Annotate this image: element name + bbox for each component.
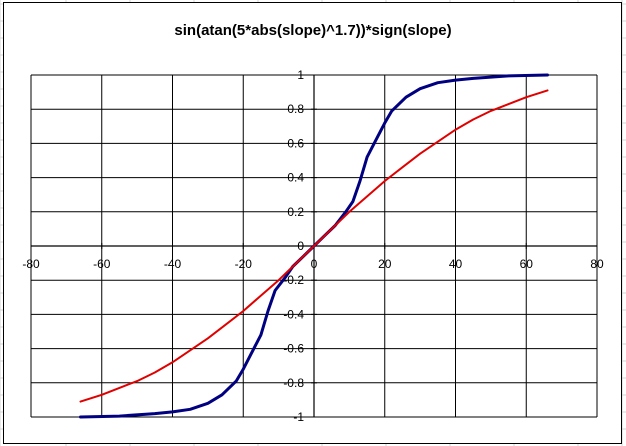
series-lines xyxy=(79,73,549,419)
y-tick-label: 0.8 xyxy=(287,102,304,116)
y-tick-label: 0 xyxy=(297,239,304,253)
y-tick-label: -0.2 xyxy=(283,273,304,287)
y-tick-label: 0.6 xyxy=(287,136,304,150)
y-tick-label: 0.4 xyxy=(287,171,304,185)
series-line-2 xyxy=(79,89,549,403)
x-tick-label: 40 xyxy=(449,257,463,271)
x-tick-label: 20 xyxy=(378,257,392,271)
x-tick-label: -40 xyxy=(164,257,182,271)
y-tick-label: 1 xyxy=(297,68,304,82)
y-tick-labels: 1 0.8 0.6 0.4 0.2 0 -0.2 -0.4 -0.6 -0.8 -1 xyxy=(283,68,304,424)
x-tick-label: 80 xyxy=(590,257,604,271)
chart-title: sin(atan(5*abs(slope)^1.7))*sign(slope) xyxy=(174,22,452,39)
x-tick-label: 0 xyxy=(311,257,318,271)
y-tick-label: -0.4 xyxy=(283,307,304,321)
x-tick-labels: -80 -60 -40 -20 0 20 40 60 80 xyxy=(22,257,604,271)
x-tick-label: -60 xyxy=(93,257,111,271)
y-tick-label: -0.8 xyxy=(283,376,304,390)
y-tick-label: -0.6 xyxy=(283,342,304,356)
x-tick-label: -80 xyxy=(22,257,40,271)
y-tick-label: 0.2 xyxy=(287,205,304,219)
x-tick-label: 60 xyxy=(520,257,534,271)
y-tick-label: -1 xyxy=(293,410,304,424)
x-tick-label: -20 xyxy=(235,257,253,271)
